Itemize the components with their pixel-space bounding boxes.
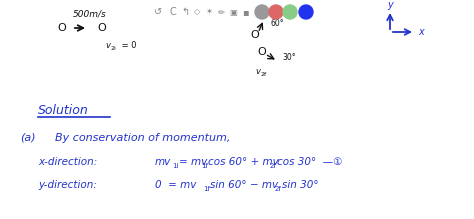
Text: sin 30°: sin 30° <box>282 180 319 190</box>
Text: Solution: Solution <box>38 104 89 117</box>
Text: (a): (a) <box>20 133 36 143</box>
Text: x-direction:: x-direction: <box>38 157 97 167</box>
Text: O: O <box>98 23 106 33</box>
Text: 2f: 2f <box>261 72 267 78</box>
Text: ✶: ✶ <box>206 7 212 16</box>
Text: ◇: ◇ <box>194 7 200 16</box>
Text: cos 30°  —①: cos 30° —① <box>277 157 342 167</box>
Text: O: O <box>258 47 266 57</box>
Text: O: O <box>251 30 259 40</box>
Circle shape <box>269 5 283 19</box>
Text: 60°: 60° <box>271 18 284 28</box>
Text: O: O <box>58 23 66 33</box>
Text: 1f: 1f <box>203 186 210 192</box>
Text: v: v <box>255 67 260 76</box>
Text: y-direction:: y-direction: <box>38 180 97 190</box>
Text: ↰: ↰ <box>181 7 189 17</box>
Text: cos 60° + mv: cos 60° + mv <box>208 157 279 167</box>
Text: 2f: 2f <box>275 186 282 192</box>
Text: 30°: 30° <box>282 53 296 62</box>
Text: By conservation of momentum,: By conservation of momentum, <box>55 133 230 143</box>
Text: ↺: ↺ <box>154 7 162 17</box>
Text: v: v <box>105 41 110 49</box>
Text: 0  = mv: 0 = mv <box>155 180 196 190</box>
Text: y: y <box>387 0 393 10</box>
Text: 1f: 1f <box>201 163 208 169</box>
Text: 2i: 2i <box>111 46 117 51</box>
Text: mv: mv <box>155 157 171 167</box>
Circle shape <box>283 5 297 19</box>
Text: = 0: = 0 <box>119 41 137 49</box>
Text: x: x <box>418 27 424 37</box>
Text: C: C <box>170 7 176 17</box>
Text: = mv: = mv <box>179 157 207 167</box>
Circle shape <box>299 5 313 19</box>
Text: ✏: ✏ <box>218 7 225 16</box>
Circle shape <box>255 5 269 19</box>
Text: ▪: ▪ <box>242 7 248 17</box>
Text: 2f: 2f <box>270 163 277 169</box>
Text: 1i: 1i <box>172 163 179 169</box>
Text: 500m/s: 500m/s <box>73 9 107 18</box>
Text: sin 60° − mv: sin 60° − mv <box>210 180 278 190</box>
Text: ▣: ▣ <box>229 7 237 16</box>
